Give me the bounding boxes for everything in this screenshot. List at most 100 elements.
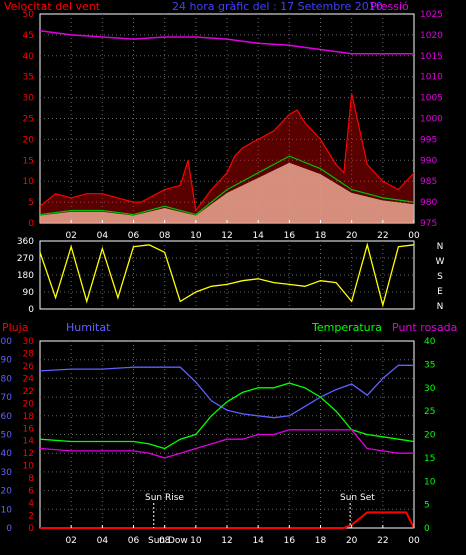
wind-avg-line: [39, 155, 415, 216]
pressure-ytick-label: 990: [420, 156, 437, 166]
rain-ytick-label: 4: [28, 499, 34, 509]
dir-ytick-label: 90: [23, 288, 35, 298]
temp-ytick-label: 10: [424, 477, 436, 487]
rain-ytick-label: 16: [23, 424, 35, 434]
rain-ytick-label: 0: [28, 524, 34, 534]
dir-ytick-label: 360: [17, 237, 34, 247]
temp-ytick-label: 40: [424, 337, 436, 347]
pressure-line: [39, 29, 414, 55]
temperature-line: [39, 382, 415, 450]
wind-ytick-label: 45: [23, 31, 34, 41]
wind-ytick-label: 40: [23, 52, 35, 62]
humidity-line: [39, 364, 414, 419]
pressure-ytick-label: 1000: [420, 115, 443, 125]
wind-ytick-label: 25: [23, 115, 34, 125]
rain-ytick-label: 26: [23, 362, 35, 372]
rain-ytick-label: 8: [28, 474, 34, 484]
wind-xtick-label: 10: [190, 231, 202, 241]
wind-ytick-label: 35: [23, 73, 34, 83]
wind-xtick-label: 14: [252, 231, 264, 241]
temp-xtick-label: 22: [377, 536, 388, 546]
humidity-ytick-label: 20: [1, 487, 13, 497]
wind-xtick-label: 06: [128, 231, 140, 241]
humidity-ytick-label: 40: [1, 449, 13, 459]
humidity-ytick-label: 60: [1, 412, 13, 422]
temp-xtick-label: 14: [252, 536, 264, 546]
wind-ytick-label: 50: [23, 10, 35, 20]
temp-xtick-label: 08: [159, 536, 171, 546]
dir-ytick-label: 270: [17, 254, 34, 264]
sundown-tick-label: Sun Dow: [148, 536, 188, 546]
pressure-ytick-label: 1010: [420, 73, 443, 83]
dir-compass-label: W: [436, 257, 445, 267]
temp-xtick-label: 02: [65, 536, 76, 546]
wind-xtick-label: 20: [346, 231, 358, 241]
pressure-ytick-label: 980: [420, 198, 437, 208]
rain-ytick-label: 28: [23, 349, 35, 359]
sunrise-label: Sun Rise: [145, 493, 184, 503]
temp-xtick-label: 16: [284, 536, 296, 546]
temp-ytick-label: 30: [424, 384, 436, 394]
temp-xtick-label: 04: [97, 536, 109, 546]
sunset-label: Sun Set: [340, 493, 375, 503]
wind-xtick-label: 00: [408, 231, 420, 241]
wind-direction-line: [39, 242, 415, 308]
pressure-ytick-label: 1020: [420, 31, 443, 41]
humidity-ytick-label: 30: [1, 468, 13, 478]
dir-ytick-label: 180: [17, 271, 34, 281]
temp-xtick-label: 20: [346, 536, 358, 546]
wind-ytick-label: 5: [28, 198, 34, 208]
humidity-ytick-label: 70: [1, 393, 13, 403]
rain-ytick-label: 12: [23, 449, 34, 459]
rain-ytick-label: 10: [23, 462, 35, 472]
temp-ytick-label: 0: [424, 524, 430, 534]
dir-compass-label: N: [437, 242, 444, 252]
rain-ytick-label: 18: [23, 412, 35, 422]
dir-compass-label: N: [437, 302, 444, 312]
wind-ytick-label: 20: [23, 135, 35, 145]
wind-xtick-label: 16: [284, 231, 296, 241]
temperature-label: Temperatura: [311, 321, 382, 334]
pressure-ytick-label: 975: [420, 219, 437, 229]
dewpoint-label: Punt rosada: [392, 321, 457, 334]
rain-ytick-label: 24: [23, 374, 35, 384]
dir-compass-label: S: [437, 272, 443, 282]
pressure-ytick-label: 1025: [420, 10, 443, 20]
humidity-ytick-label: 0: [6, 524, 12, 534]
wind-ytick-label: 15: [23, 156, 34, 166]
wind-speed-area: [40, 93, 414, 224]
temp-ytick-label: 15: [424, 454, 435, 464]
temp-xtick-label: 00: [408, 536, 420, 546]
pressure-label: Pressió: [370, 0, 409, 13]
wind-xtick-label: 02: [65, 231, 76, 241]
chart-title: 24 hora gràfic del : 17 Setembre 2010: [172, 0, 383, 13]
humidity-ytick-label: 100: [0, 337, 12, 347]
rain-ytick-label: 30: [23, 337, 35, 347]
rain-ytick-label: 20: [23, 399, 35, 409]
wind-calm-fill: [40, 162, 414, 223]
temp-xtick-label: 12: [221, 536, 232, 546]
humidity-label: Humitat: [66, 321, 111, 334]
temp-ytick-label: 35: [424, 360, 435, 370]
dir-ytick-label: 0: [28, 305, 34, 315]
temp-xtick-label: 06: [128, 536, 140, 546]
temp-xtick-label: 10: [190, 536, 202, 546]
wind-xtick-label: 18: [315, 231, 327, 241]
temp-ytick-label: 25: [424, 407, 435, 417]
humidity-ytick-label: 90: [1, 356, 13, 366]
humidity-ytick-label: 50: [1, 431, 13, 441]
wind-xtick-label: 08: [159, 231, 171, 241]
wind-ytick-label: 0: [28, 219, 34, 229]
dewpoint-line: [39, 429, 414, 459]
rain-label: Pluja: [2, 321, 28, 334]
rain-ytick-label: 22: [23, 387, 34, 397]
temperature-panel: 0102030405060708090100024681012141618202…: [0, 337, 436, 546]
wind-ytick-label: 30: [23, 94, 35, 104]
pressure-ytick-label: 995: [420, 135, 437, 145]
temp-ytick-label: 5: [424, 501, 430, 511]
humidity-ytick-label: 80: [1, 374, 13, 384]
wind-speed-label: Velocitat del vent: [4, 0, 101, 13]
